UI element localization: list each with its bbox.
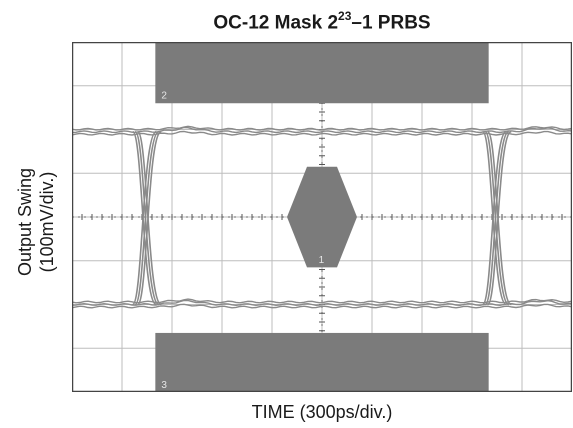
falling-edge-trace (134, 130, 160, 306)
mask-region (287, 166, 357, 268)
mask-label: 3 (161, 380, 167, 391)
falling-edge-trace (481, 130, 508, 306)
y-axis-label-line2: (100mV/div.) (37, 171, 57, 273)
high-level-trace (72, 125, 572, 131)
falling-edge-trace (136, 130, 163, 306)
y-axis-label: Output Swing (100mV/div.) (14, 168, 58, 276)
mask-region (155, 332, 489, 392)
high-level-trace (72, 298, 572, 304)
high-level-trace (72, 303, 572, 309)
eye-diagram-plot: 1 2 3 (72, 42, 572, 392)
mask-label: 1 (319, 255, 325, 266)
falling-edge-trace (131, 130, 158, 306)
title-exponent: 23 (338, 9, 352, 23)
plot-frame (72, 42, 572, 392)
mask-label-layer: 1 2 3 (161, 90, 324, 391)
chart-title: OC-12 Mask 223–1 PRBS (72, 9, 572, 34)
mask-region (155, 42, 489, 104)
x-axis-label: TIME (300ps/div.) (251, 402, 393, 422)
title-prefix: OC-12 Mask 2 (213, 12, 339, 34)
title-suffix: –1 PRBS (351, 12, 431, 34)
mask-label: 2 (161, 90, 167, 101)
y-axis-label-line1: Output Swing (15, 167, 35, 277)
mask-layer (155, 42, 489, 392)
trace-layer (72, 125, 572, 309)
falling-edge-trace (484, 130, 510, 306)
falling-edge-trace (486, 130, 513, 306)
